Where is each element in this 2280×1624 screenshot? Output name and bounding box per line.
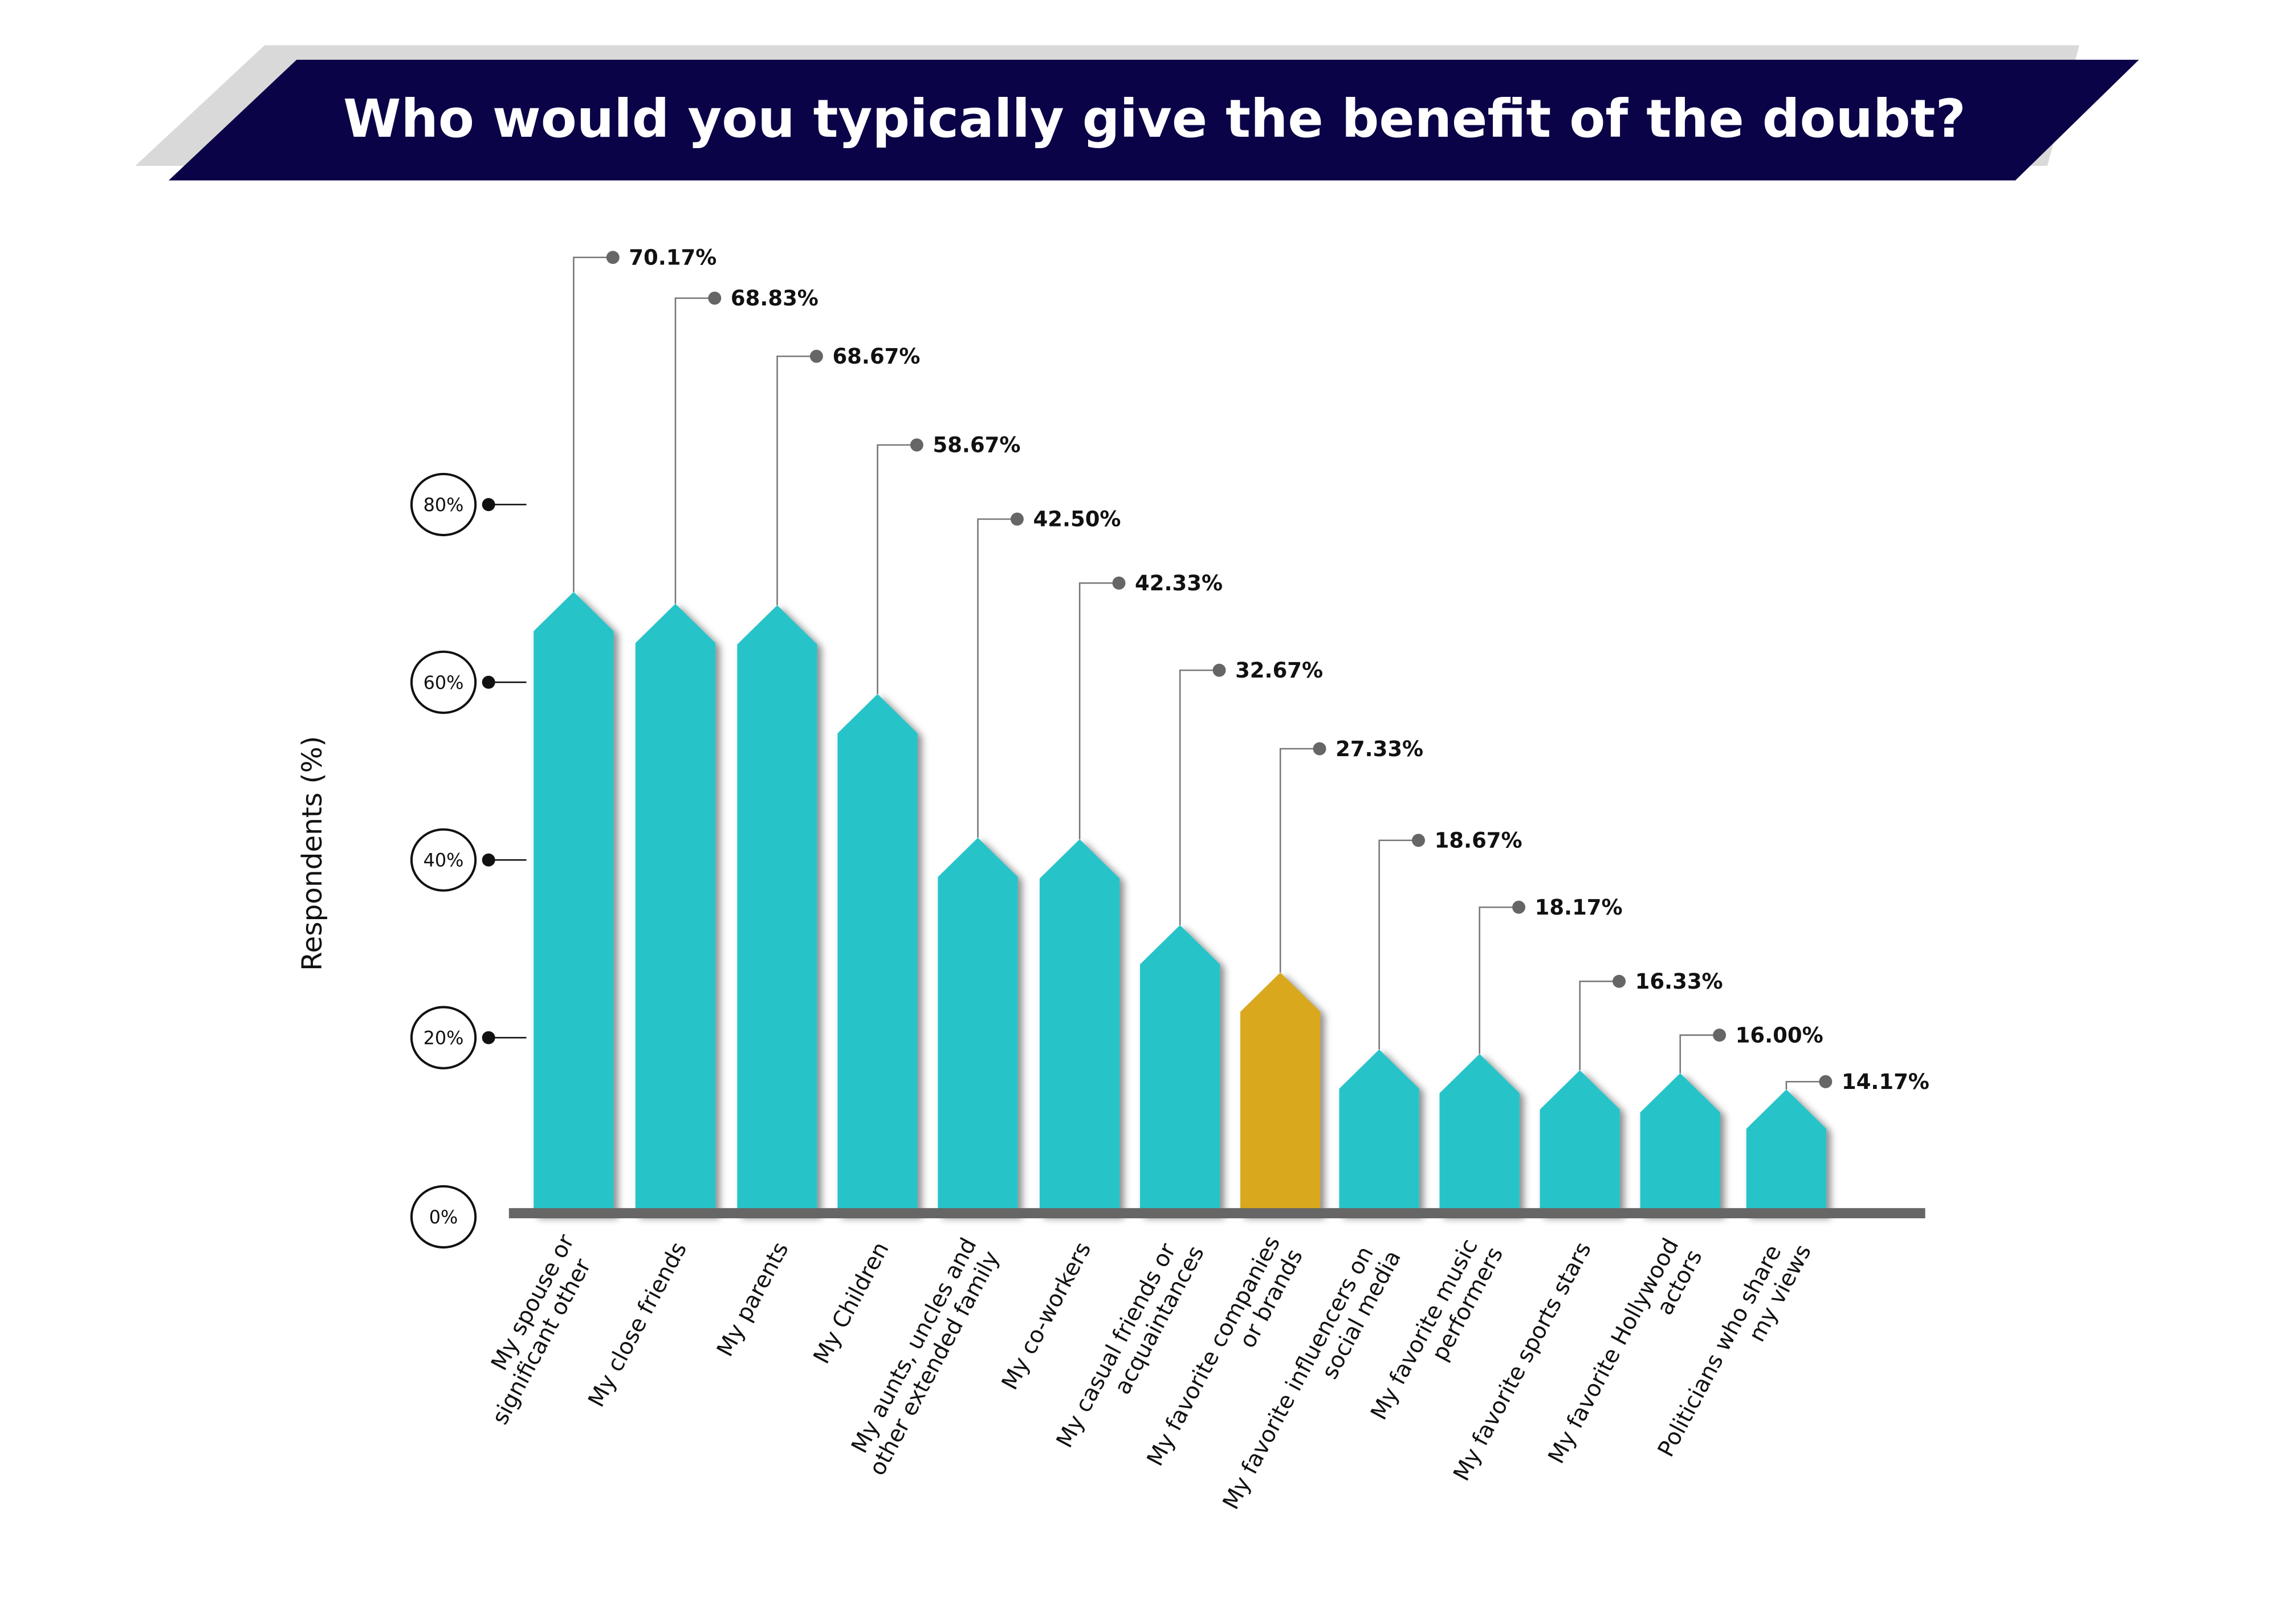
data-label: 70.17% (629, 246, 716, 270)
bar (737, 605, 817, 1215)
leader-dot (1412, 834, 1425, 847)
bar (1240, 972, 1321, 1215)
y-tick-circle (410, 1006, 477, 1070)
leader-dot (1713, 1029, 1727, 1042)
leader-line (674, 297, 715, 604)
leader-line (1378, 839, 1419, 1050)
leader-line (1785, 1080, 1826, 1090)
leader-dot (606, 251, 620, 264)
leader-dot (708, 291, 722, 305)
bar (1140, 925, 1220, 1215)
chart-title: Who would you typically give the benefit… (343, 88, 1966, 149)
category-label: My parents (712, 1238, 794, 1361)
bar (938, 838, 1018, 1215)
y-tick-circle (410, 828, 477, 892)
y-tick-label: 60% (424, 672, 464, 693)
leader-line (977, 518, 1017, 838)
category-label: My close friends (583, 1238, 692, 1411)
category-label-line: My Children (808, 1238, 894, 1368)
leader-line (1078, 582, 1119, 839)
leader-line (1279, 748, 1320, 973)
leader-dot (1819, 1075, 1833, 1088)
y-tick-circle (410, 1185, 477, 1249)
x-axis-baseline (508, 1208, 1925, 1219)
y-axis: 0% 20% 40% 60% 80% (410, 472, 527, 1249)
data-label: 27.33% (1336, 737, 1423, 761)
leader-dot (1512, 900, 1526, 914)
category-label-line: My close friends (583, 1238, 692, 1411)
bar (1640, 1073, 1720, 1215)
data-label: 14.17% (1842, 1070, 1929, 1094)
category-label: My Children (808, 1238, 894, 1368)
leader-dot (1112, 576, 1126, 590)
leader-line (776, 355, 817, 606)
title-banner: Who would you typically give the benefit… (135, 45, 2139, 181)
data-label: 42.33% (1135, 571, 1223, 595)
category-label-line: My parents (712, 1238, 794, 1361)
data-label: 16.33% (1635, 969, 1723, 994)
data-label: 18.67% (1435, 829, 1522, 853)
data-label: 32.67% (1235, 658, 1323, 683)
bar (1540, 1070, 1620, 1215)
bar (1439, 1054, 1520, 1215)
bars: 70.17% 68.83% 68.67% 58.67% 42.50% 42.33% 32.6… (534, 246, 1929, 1215)
data-label: 42.50% (1033, 507, 1121, 532)
bar (635, 603, 716, 1215)
y-tick-label: 80% (424, 494, 464, 516)
bar (837, 694, 918, 1215)
leader-dot (910, 438, 923, 452)
bar (1039, 839, 1120, 1215)
leader-dot (1010, 512, 1024, 526)
category-label: My co-workers (996, 1238, 1096, 1394)
y-tick-label: 20% (424, 1027, 464, 1049)
bar (1746, 1089, 1827, 1215)
bar (534, 591, 614, 1215)
data-label: 18.17% (1535, 895, 1623, 920)
leader-dot (1212, 663, 1226, 677)
leader-line (877, 444, 917, 695)
y-axis-label: Respondents (%) (296, 736, 328, 970)
leader-line (1179, 670, 1220, 925)
data-label: 68.67% (832, 344, 920, 369)
y-tick-circle (410, 472, 477, 537)
leader-dot (809, 349, 823, 363)
leader-line (1479, 906, 1519, 1054)
category-label: My spouse orsignificant other (464, 1230, 603, 1429)
bar (1339, 1049, 1419, 1215)
data-label: 16.00% (1736, 1023, 1823, 1047)
leader-dot (1613, 974, 1626, 988)
y-tick-circle (410, 650, 477, 714)
y-tick-label: 40% (424, 850, 464, 871)
leader-line (573, 256, 613, 592)
y-tick-label: 0% (429, 1206, 458, 1228)
title-banner-background (168, 59, 2139, 181)
leader-dot (1313, 742, 1326, 756)
data-label: 68.83% (731, 286, 819, 311)
category-label-line: My co-workers (996, 1238, 1096, 1394)
leader-line (1679, 1034, 1720, 1074)
leader-line (1579, 980, 1619, 1071)
data-label: 58.67% (933, 433, 1020, 458)
